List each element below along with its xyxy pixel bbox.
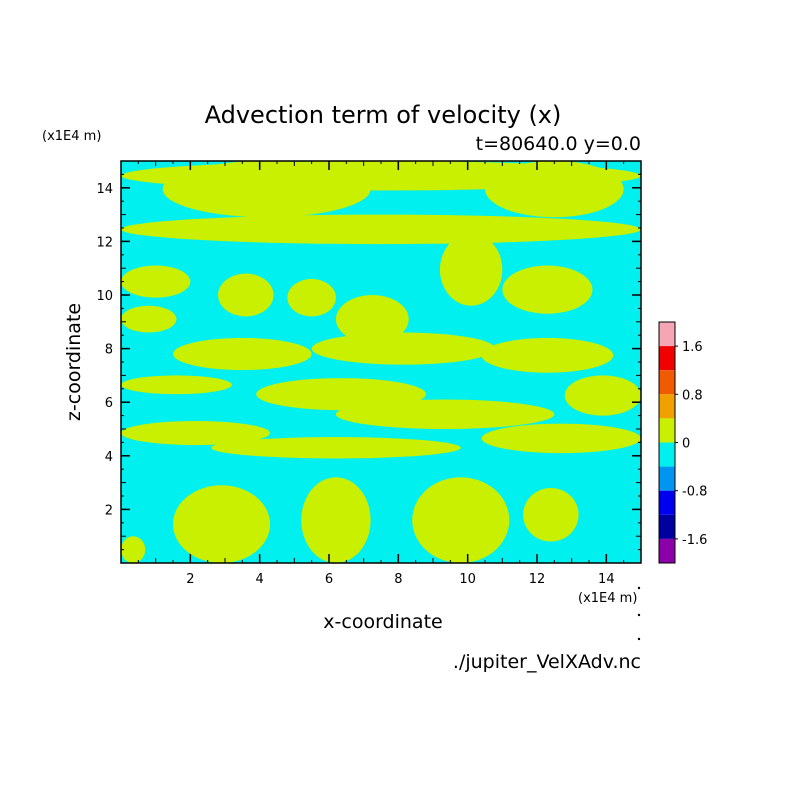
axis-ticks: 2 4 6 8 10 12 14 2 4 6 8 10 12 14 [96,161,641,587]
positive-contour-region [173,337,312,371]
positive-contour-region [121,375,232,395]
positive-contour-region [121,420,271,446]
colorbar-segment [659,514,675,539]
colorbar-segment [659,322,675,347]
positive-contour-region [335,295,409,344]
x-axis-label: x-coordinate [323,611,442,633]
positive-contour-region [564,375,641,416]
contour-regions [121,161,641,563]
corner-dot [637,586,641,590]
y-tick-label: 6 [105,396,113,411]
positive-contour-region [218,273,274,317]
colorbar-segment [659,538,675,563]
positive-contour-region [439,233,503,306]
positive-contour-region [301,477,371,563]
colorbar-tick-label: 0 [682,437,690,452]
positive-contour-region [335,399,555,430]
positive-contour-region [484,161,624,218]
colorbar-tick-label: 0.8 [682,388,703,403]
x-tick-label: 14 [598,572,615,587]
positive-contour-region [523,487,579,542]
colorbar-segment [659,346,675,371]
positive-contour-region [481,337,614,373]
positive-contour-region [311,332,496,365]
colorbar-segment [659,394,675,419]
corner-dot [637,637,641,641]
y-tick-label: 8 [105,343,113,358]
x-tick-label: 10 [459,572,476,587]
x-unit-label: (x1E4 m) [578,591,637,606]
positive-contour-region [481,423,641,454]
colorbar-segment [659,466,675,491]
positive-contour-region [121,214,641,245]
colorbar-segment [659,490,675,515]
colorbar-tick-label: -0.8 [682,485,707,500]
positive-contour-region [121,305,177,333]
colorbar-tick-label: -1.6 [682,533,707,548]
colorbar-segment [659,418,675,443]
colorbar: 1.6 0.8 0 -0.8 -1.6 [658,321,707,564]
y-tick-label: 12 [96,235,113,250]
plot-area: 2 4 6 8 10 12 14 2 4 6 8 10 12 14 [96,160,642,587]
corner-dots [637,586,641,641]
positive-contour-region [211,437,461,459]
positive-contour-region [287,278,336,317]
source-file-label: ./jupiter_VelXAdv.nc [453,651,641,673]
positive-contour-region [173,485,271,563]
positive-contour-region [502,265,593,314]
positive-contour-region [121,265,191,298]
y-tick-label: 10 [96,289,113,304]
x-tick-label: 6 [325,572,333,587]
y-tick-label: 14 [96,182,113,197]
colorbar-segment [659,442,675,467]
x-tick-label: 4 [256,572,264,587]
x-tick-label: 8 [394,572,402,587]
chart-subtitle: t=80640.0 y=0.0 [476,133,641,155]
x-tick-label: 12 [529,572,546,587]
corner-dot [637,613,641,617]
y-tick-label: 2 [105,503,113,518]
positive-contour-region [162,161,371,218]
y-unit-label: (x1E4 m) [42,129,101,144]
positive-contour-region [412,477,510,563]
x-tick-label: 2 [186,572,194,587]
y-axis-label: z-coordinate [63,303,85,421]
colorbar-tick-label: 1.6 [682,340,703,355]
chart-title: Advection term of velocity (x) [205,101,562,129]
positive-contour-region [121,536,146,563]
colorbar-segment [659,370,675,395]
y-tick-label: 4 [105,450,113,465]
